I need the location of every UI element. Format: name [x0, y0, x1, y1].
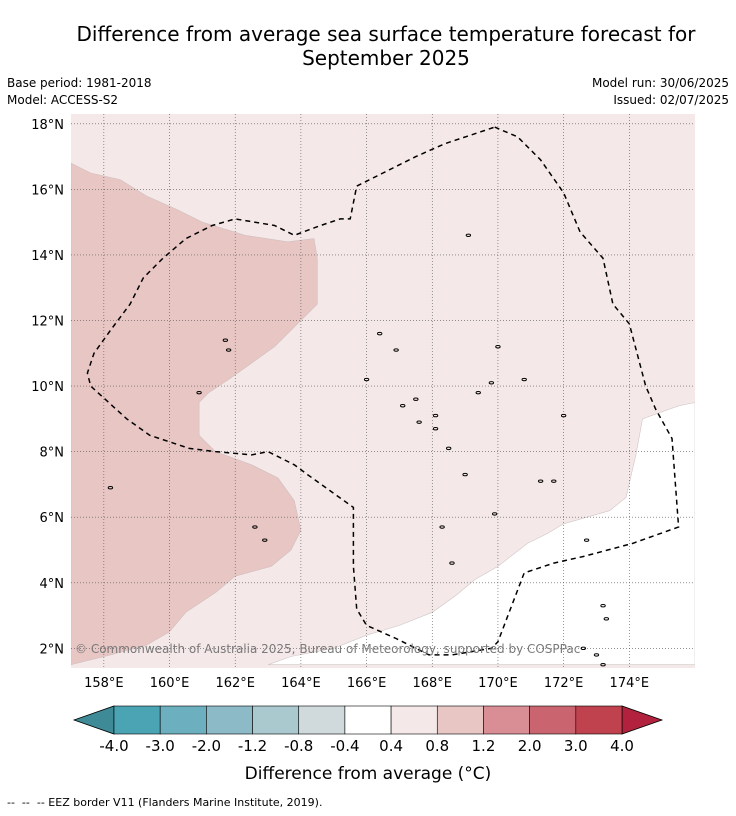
colorbar-segment-4: [298, 705, 346, 735]
colorbar-tick-3: -1.2: [238, 737, 267, 755]
colorbar-tick-10: 3.0: [564, 737, 588, 755]
lon-label-0: 158°E: [84, 676, 124, 691]
island-19: [465, 233, 472, 237]
island-7: [400, 404, 406, 408]
copyright-watermark: © Commonwealth of Australia 2025, Bureau…: [75, 642, 580, 656]
colorbar-tick-11: 4.0: [610, 737, 634, 755]
island-16: [603, 617, 610, 621]
island-30: [580, 646, 587, 651]
island-28: [416, 420, 422, 424]
eez-border: [86, 126, 680, 656]
meta-left: Base period: 1981-2018 Model: ACCESS-S2: [7, 75, 152, 109]
lon-label-2: 162°E: [215, 676, 255, 691]
colorbar-segment-2: [206, 705, 253, 735]
island-4: [377, 331, 383, 336]
colorbar-segment-7: [436, 705, 484, 735]
colorbar-tick-4: -0.8: [284, 737, 313, 755]
colorbar-segment-1: [159, 705, 207, 735]
lon-label-7: 172°E: [544, 676, 584, 691]
island-17: [449, 561, 455, 565]
colorbar-tick-1: -3.0: [146, 737, 175, 755]
island-5: [393, 348, 399, 352]
island-13: [551, 479, 557, 483]
island-29: [413, 397, 419, 401]
lat-label-2: 6°N: [40, 511, 65, 526]
colorbar-segment-3: [252, 705, 300, 735]
island-12: [537, 479, 544, 483]
island-6: [363, 377, 370, 382]
island-8: [432, 426, 439, 431]
island-14: [583, 538, 590, 542]
colorbar-tick-5: -0.4: [330, 737, 359, 755]
island-18: [439, 525, 445, 529]
island-23: [475, 390, 481, 395]
lat-label-1: 4°N: [40, 577, 65, 592]
island-11: [491, 512, 498, 516]
lon-label-5: 168°E: [412, 676, 452, 691]
colorbar-extend-max: [621, 705, 664, 735]
island-9: [445, 446, 452, 451]
island-26: [252, 525, 258, 529]
lat-label-7: 16°N: [31, 183, 64, 198]
lat-label-3: 8°N: [40, 446, 65, 461]
map-layers: [71, 114, 695, 668]
colorbar-segment-0: [113, 705, 161, 735]
anomaly-band-0.8-1.2: [71, 162, 318, 666]
colorbar-segment-10: [575, 705, 623, 735]
island-15: [600, 604, 606, 608]
colorbar-segment-5: [344, 705, 392, 735]
lon-label-1: 160°E: [150, 676, 190, 691]
island-3: [262, 538, 268, 542]
lon-label-6: 170°E: [478, 676, 518, 691]
meta-right: Model run: 30/06/2025 Issued: 02/07/2025: [592, 75, 729, 109]
issued-date: Issued: 02/07/2025: [613, 93, 729, 107]
island-27: [432, 413, 439, 418]
anomaly-band-minus0.4-0.4: [267, 402, 695, 666]
title-line-2: September 2025: [302, 46, 470, 70]
colorbar-tick-8: 1.2: [472, 737, 496, 755]
island-20: [495, 345, 501, 349]
lat-label-4: 10°N: [31, 380, 64, 395]
base-period: Base period: 1981-2018: [7, 76, 152, 90]
eez-legend: -- -- -- EEZ border V11 (Flanders Marine…: [7, 796, 323, 809]
colorbar-tick-7: 0.8: [425, 737, 449, 755]
island-31: [593, 653, 600, 657]
lat-label-5: 12°N: [31, 315, 64, 330]
colorbar-segment-8: [483, 705, 530, 735]
title-line-1: Difference from average sea surface temp…: [76, 22, 696, 46]
island-2: [225, 348, 232, 352]
lon-label-8: 174°E: [610, 676, 650, 691]
lon-label-3: 164°E: [281, 676, 321, 691]
island-0: [107, 486, 114, 490]
lat-label-6: 14°N: [31, 249, 64, 264]
island-32: [600, 663, 606, 667]
island-25: [196, 390, 202, 395]
colorbar-tick-0: -4.0: [99, 737, 128, 755]
lat-label-8: 18°N: [31, 118, 64, 133]
map-title: Difference from average sea surface temp…: [40, 22, 732, 70]
model-name: Model: ACCESS-S2: [7, 93, 119, 107]
lon-label-4: 166°E: [347, 676, 387, 691]
colorbar-tick-6: 0.4: [379, 737, 403, 755]
island-1: [222, 338, 229, 342]
colorbar-label: Difference from average (°C): [244, 764, 492, 784]
colorbar-extend-min: [72, 705, 115, 735]
colorbar-segment-6: [390, 705, 438, 735]
colorbar-tick-2: -2.0: [192, 737, 221, 755]
model-run: Model run: 30/06/2025: [591, 76, 729, 90]
island-22: [521, 377, 527, 382]
island-24: [488, 381, 495, 385]
island-10: [462, 472, 468, 477]
colorbar-segment-9: [529, 705, 577, 735]
colorbar-tick-9: 2.0: [518, 737, 542, 755]
forecast-map: © Commonwealth of Australia 2025, Bureau…: [31, 114, 695, 755]
lat-label-0: 2°N: [40, 642, 65, 657]
island-21: [560, 413, 567, 418]
